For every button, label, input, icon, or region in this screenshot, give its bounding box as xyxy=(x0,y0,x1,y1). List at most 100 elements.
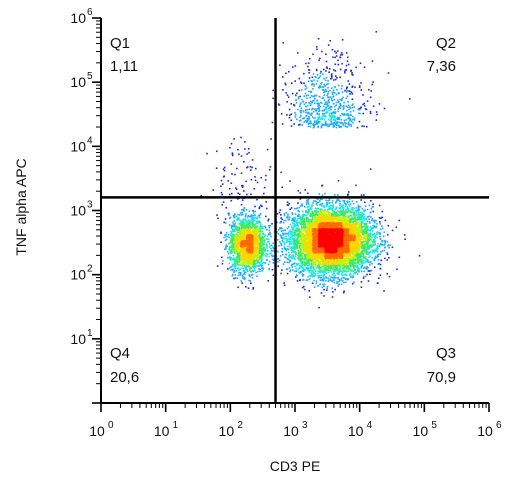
event-dot xyxy=(356,267,359,269)
event-dot xyxy=(301,257,303,260)
event-dot xyxy=(249,231,251,234)
event-dot xyxy=(266,245,268,247)
event-dot xyxy=(321,50,323,53)
event-dot xyxy=(246,231,249,234)
event-dot xyxy=(237,213,239,216)
event-dot xyxy=(262,267,264,269)
event-dot xyxy=(281,269,283,271)
event-dot xyxy=(357,243,360,245)
event-dot xyxy=(251,224,254,227)
event-dot xyxy=(220,191,223,194)
event-dot xyxy=(353,259,356,261)
event-dot xyxy=(324,192,326,195)
event-dot xyxy=(249,280,252,282)
event-dot xyxy=(332,91,335,93)
event-dot xyxy=(329,269,331,272)
event-dot xyxy=(347,211,350,213)
event-dot xyxy=(223,166,226,169)
event-dot xyxy=(378,217,381,219)
event-dot xyxy=(374,240,376,243)
event-dot xyxy=(326,83,328,85)
event-dot xyxy=(339,98,341,101)
event-dot xyxy=(261,247,264,250)
event-dot xyxy=(319,198,322,201)
event-dot xyxy=(288,261,290,264)
event-dot xyxy=(248,229,250,232)
event-dot xyxy=(305,218,307,221)
event-dot xyxy=(308,225,311,227)
event-dot xyxy=(266,238,268,240)
event-dot xyxy=(233,138,235,140)
event-dot xyxy=(325,212,327,214)
event-dot xyxy=(332,272,335,274)
event-dot xyxy=(315,259,317,262)
event-dot xyxy=(294,213,297,215)
event-dot xyxy=(391,246,394,249)
event-dot xyxy=(243,252,246,254)
event-dot xyxy=(306,220,309,223)
event-dot xyxy=(317,38,320,40)
event-dot xyxy=(311,211,314,213)
event-dot xyxy=(230,163,233,165)
event-dot xyxy=(333,275,336,278)
event-dot xyxy=(242,209,245,211)
event-dot xyxy=(309,253,312,255)
event-dot xyxy=(358,224,361,226)
event-dot xyxy=(344,89,346,92)
event-dot xyxy=(241,186,244,188)
event-dot xyxy=(264,255,267,257)
event-dot xyxy=(283,243,286,245)
event-dot xyxy=(367,225,369,228)
event-dot xyxy=(291,225,293,228)
event-dot xyxy=(341,211,343,213)
event-dot xyxy=(355,212,357,214)
event-dot xyxy=(330,214,332,217)
event-dot xyxy=(363,245,365,247)
event-dot xyxy=(238,252,241,254)
event-dot xyxy=(371,245,373,248)
event-dot xyxy=(340,219,342,222)
event-dot xyxy=(311,215,314,217)
event-dot xyxy=(369,96,372,99)
event-dot xyxy=(353,264,356,267)
event-dot xyxy=(296,92,298,95)
event-dot xyxy=(261,205,263,208)
event-dot xyxy=(367,241,369,244)
event-dot xyxy=(228,256,231,258)
event-dot xyxy=(371,252,373,254)
event-dot xyxy=(281,186,283,189)
event-dot xyxy=(339,259,341,262)
event-dot xyxy=(259,268,261,271)
event-dot xyxy=(316,209,318,212)
event-dot xyxy=(299,116,301,118)
event-dot xyxy=(349,111,352,113)
event-dot xyxy=(368,239,371,242)
event-dot xyxy=(359,222,361,225)
event-dot xyxy=(355,271,357,274)
event-dot xyxy=(377,243,379,245)
event-dot xyxy=(299,253,301,256)
event-dot xyxy=(302,117,305,119)
event-dot xyxy=(244,230,246,232)
event-dot xyxy=(328,109,330,112)
event-dot xyxy=(272,89,274,92)
event-dot xyxy=(234,230,236,233)
event-dot xyxy=(317,270,319,272)
event-dot xyxy=(323,77,325,80)
event-dot xyxy=(351,224,354,227)
event-dot xyxy=(364,215,366,218)
event-dot xyxy=(235,218,238,221)
event-dot xyxy=(244,215,247,218)
event-dot xyxy=(233,265,236,267)
event-dot xyxy=(283,261,286,263)
event-dot xyxy=(262,236,264,239)
event-dot xyxy=(291,255,293,257)
event-dot xyxy=(360,220,363,223)
event-dot xyxy=(255,220,257,223)
event-dot xyxy=(325,210,328,212)
event-dot xyxy=(350,211,353,214)
event-dot xyxy=(336,263,338,265)
event-dot xyxy=(295,243,298,245)
event-dot xyxy=(343,281,345,284)
event-dot xyxy=(338,121,340,123)
